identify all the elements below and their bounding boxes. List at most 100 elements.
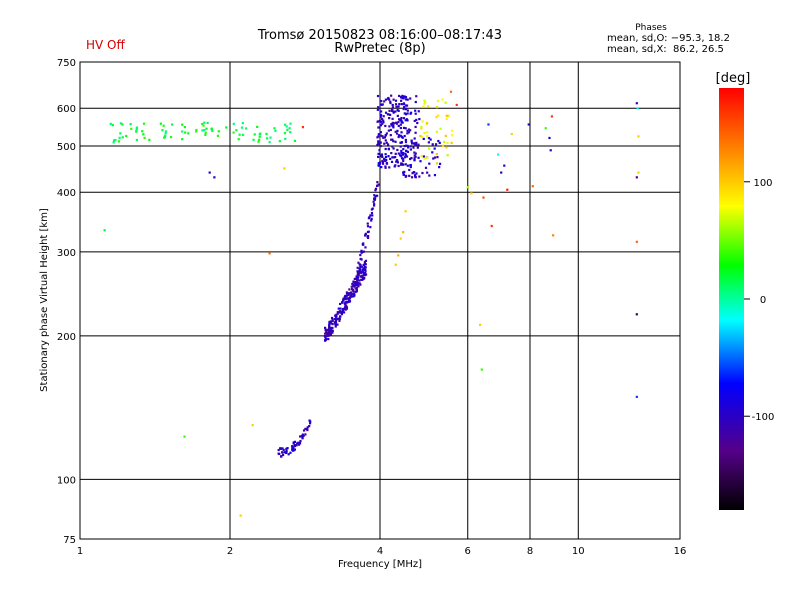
data-point — [399, 145, 402, 148]
data-point — [402, 157, 405, 160]
data-point — [344, 301, 347, 304]
data-point — [339, 315, 342, 318]
data-point — [253, 133, 256, 136]
data-point — [287, 453, 290, 456]
data-point — [183, 126, 186, 129]
data-point — [427, 105, 430, 108]
data-point — [482, 196, 485, 199]
data-point — [373, 197, 376, 200]
data-point — [421, 171, 424, 175]
data-point — [135, 129, 138, 132]
data-point — [450, 134, 454, 137]
data-point — [405, 98, 408, 101]
data-point — [329, 322, 332, 325]
data-point — [293, 448, 296, 451]
x-tick-label: 16 — [674, 546, 687, 557]
data-point — [438, 166, 441, 169]
data-point — [355, 276, 359, 279]
data-point — [400, 163, 403, 166]
data-point — [345, 291, 349, 294]
data-point — [635, 395, 638, 398]
data-point — [344, 308, 347, 311]
status-hv-off: HV Off — [86, 38, 125, 52]
data-point — [384, 98, 387, 101]
data-point — [409, 165, 412, 169]
data-point — [490, 224, 493, 228]
data-point — [354, 283, 358, 286]
data-point — [410, 142, 414, 145]
data-point — [169, 135, 173, 139]
data-point — [409, 129, 412, 132]
data-point — [436, 99, 440, 103]
data-point — [370, 219, 373, 222]
data-point — [394, 156, 397, 159]
data-point — [181, 123, 184, 126]
data-point — [391, 117, 394, 120]
data-point — [216, 134, 220, 137]
data-point — [445, 117, 448, 121]
data-point — [401, 96, 404, 100]
data-point — [404, 152, 407, 155]
data-point — [635, 176, 638, 179]
data-point — [325, 332, 328, 335]
data-point — [336, 323, 339, 326]
data-point — [404, 153, 407, 157]
data-point — [402, 231, 405, 234]
data-point — [336, 312, 339, 315]
data-point — [387, 155, 390, 158]
data-point — [392, 110, 395, 113]
data-point — [195, 128, 198, 132]
data-point — [379, 115, 382, 119]
colorbar-tick-label: 0 — [760, 295, 766, 306]
data-point — [350, 293, 353, 296]
data-point — [390, 123, 393, 126]
data-point — [187, 132, 190, 135]
data-point — [181, 138, 184, 141]
data-point — [331, 326, 334, 330]
data-point — [370, 211, 374, 215]
data-point — [406, 144, 409, 148]
colorbar-ticks: 100 0 -100 — [744, 178, 774, 423]
data-point — [302, 434, 305, 437]
data-point — [402, 126, 406, 129]
colorbar-label: [deg] — [716, 71, 751, 86]
data-point — [381, 155, 384, 159]
data-point — [414, 152, 417, 155]
data-point — [360, 251, 363, 254]
data-point — [281, 451, 284, 454]
data-point — [345, 300, 349, 303]
data-point — [366, 225, 370, 228]
data-point — [404, 163, 407, 166]
data-point — [406, 150, 410, 153]
data-point — [394, 263, 397, 266]
data-point — [289, 131, 292, 134]
data-point — [326, 331, 330, 334]
data-point — [341, 309, 344, 312]
data-point — [350, 295, 353, 298]
data-point — [331, 322, 334, 326]
data-point — [366, 234, 370, 238]
data-point — [396, 129, 399, 132]
data-point — [422, 155, 426, 158]
data-point — [405, 155, 409, 158]
data-point — [386, 143, 390, 146]
data-point — [402, 171, 405, 174]
data-point — [374, 189, 377, 192]
data-point — [399, 118, 403, 121]
data-point — [403, 105, 406, 109]
data-point — [425, 121, 429, 125]
data-point — [326, 333, 329, 336]
data-point — [341, 301, 344, 304]
data-point — [420, 127, 423, 130]
data-point — [281, 447, 284, 450]
data-point — [286, 128, 289, 131]
data-point — [415, 141, 418, 144]
data-point — [431, 143, 434, 146]
data-point — [416, 146, 419, 149]
data-point — [423, 102, 426, 105]
data-point — [352, 285, 356, 288]
data-point — [379, 113, 383, 117]
data-point — [396, 114, 399, 117]
data-point — [410, 156, 413, 160]
data-point — [381, 160, 384, 163]
